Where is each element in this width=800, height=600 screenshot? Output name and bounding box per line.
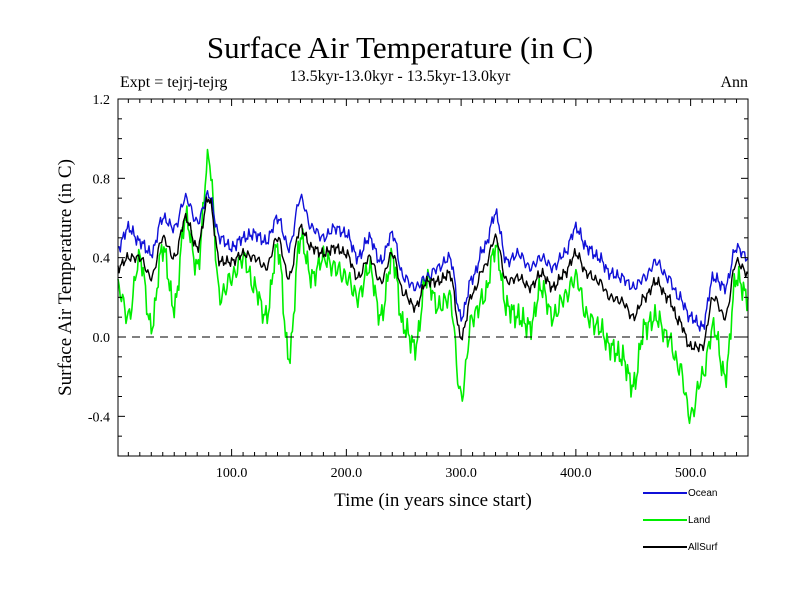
legend-label-land: Land xyxy=(688,515,710,526)
x-axis-label: Time (in years since start) xyxy=(334,490,532,511)
period-label: Ann xyxy=(720,74,748,91)
legend: Ocean Land AllSurf xyxy=(643,488,718,553)
y-axis-label: Surface Air Temperature (in C) xyxy=(55,159,76,396)
legend-label-ocean: Ocean xyxy=(688,488,717,499)
x-tick-label: 400.0 xyxy=(560,466,592,481)
x-tick-label: 200.0 xyxy=(331,466,363,481)
y-tick-label: -0.4 xyxy=(88,410,110,425)
y-tick-label: 0.4 xyxy=(93,252,111,267)
axis-ticks: 100.0 200.0 300.0 400.0 500.0 1.2 0.8 0.4 0.0 -0.… xyxy=(88,93,748,481)
x-tick-label: 100.0 xyxy=(216,466,248,481)
experiment-label: Expt = tejrj-tejrg xyxy=(120,74,228,91)
x-tick-label: 500.0 xyxy=(675,466,707,481)
y-tick-label: 1.2 xyxy=(93,93,111,108)
y-tick-label: 0.0 xyxy=(93,331,111,346)
series-line-land xyxy=(117,148,749,425)
chart-subtitle: 13.5kyr-13.0kyr - 13.5kyr-13.0kyr xyxy=(289,68,511,85)
legend-label-allsurf: AllSurf xyxy=(688,542,718,553)
x-tick-label: 300.0 xyxy=(445,466,477,481)
series-line-allsurf xyxy=(117,196,749,353)
series-line-ocean xyxy=(117,189,749,332)
chart-title: Surface Air Temperature (in C) xyxy=(206,30,594,65)
plot-lines xyxy=(117,148,749,425)
y-tick-label: 0.8 xyxy=(93,172,111,187)
